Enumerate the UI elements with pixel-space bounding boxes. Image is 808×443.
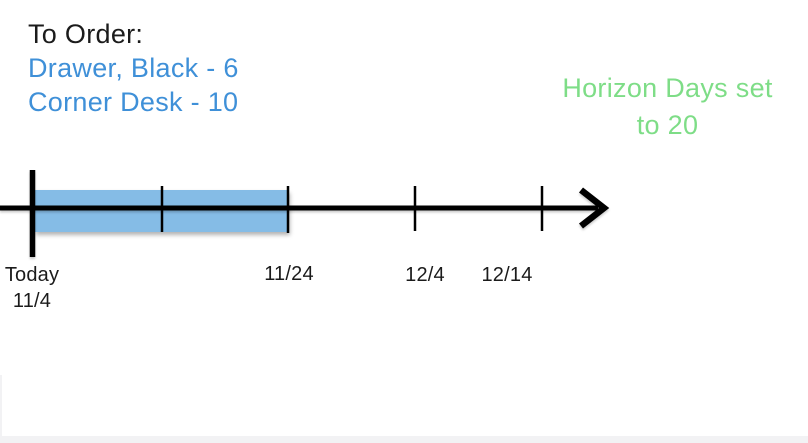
slide-left-edge [0, 375, 2, 443]
horizon-days-annotation-line1: Horizon Days set [562, 73, 773, 103]
today-label-date: 11/4 [12, 290, 52, 312]
horizon-days-annotation-line2: to 20 [636, 110, 699, 140]
arrowhead-icon [578, 187, 610, 229]
tick-label-12-14: 12/14 [481, 264, 533, 286]
slide-bottom-edge [0, 436, 808, 443]
tick-label-11-24: 11/24 [264, 263, 314, 285]
timeline-diagram [0, 170, 610, 257]
horizon-days-annotation: Horizon Days set to 20 [527, 70, 808, 144]
tick-label-12-4: 12/4 [405, 264, 445, 286]
order-item-drawer-black: Drawer, Black - 6 [28, 53, 239, 83]
today-label-text: Today [4, 264, 60, 286]
order-list: To Order: Drawer, Black - 6 Corner Desk … [28, 17, 239, 119]
today-tick-label: Today 11/4 [0, 262, 82, 314]
order-list-title: To Order: [28, 19, 144, 49]
order-item-corner-desk: Corner Desk - 10 [28, 87, 239, 117]
